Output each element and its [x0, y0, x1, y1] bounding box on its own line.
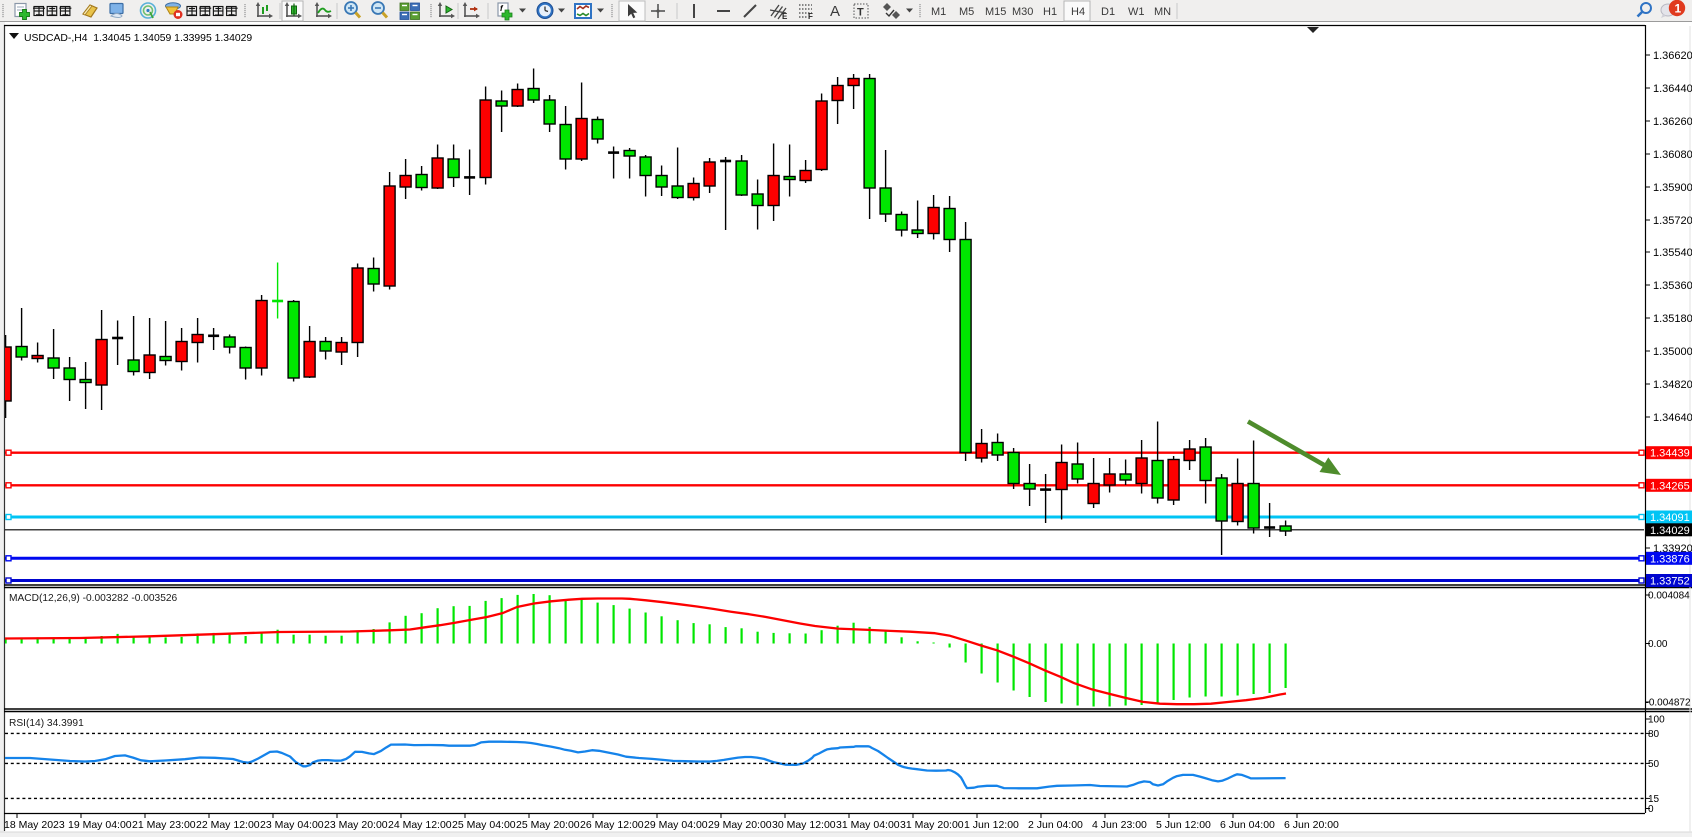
svg-text:M5: M5	[959, 6, 974, 18]
svg-text:1.34091: 1.34091	[1650, 512, 1690, 524]
svg-text:26 May 12:00: 26 May 12:00	[580, 819, 644, 831]
svg-text:W1: W1	[1128, 6, 1145, 18]
svg-text:1.35720: 1.35720	[1653, 215, 1692, 227]
svg-text:4 Jun 23:00: 4 Jun 23:00	[1092, 819, 1147, 831]
svg-text:1.34029: 1.34029	[1650, 525, 1690, 537]
svg-text:f: f	[500, 4, 504, 13]
svg-text:25 May 20:00: 25 May 20:00	[516, 819, 580, 831]
svg-text:29 May 20:00: 29 May 20:00	[708, 819, 772, 831]
svg-text:H4: H4	[1071, 6, 1085, 18]
svg-text:1.36620: 1.36620	[1653, 50, 1692, 62]
svg-text:6 Jun 04:00: 6 Jun 04:00	[1220, 819, 1275, 831]
svg-text:5 Jun 12:00: 5 Jun 12:00	[1156, 819, 1211, 831]
svg-text:21 May 23:00: 21 May 23:00	[132, 819, 196, 831]
svg-text:M1: M1	[931, 6, 946, 18]
svg-text:24 May 12:00: 24 May 12:00	[388, 819, 452, 831]
svg-text:1.35180: 1.35180	[1653, 313, 1692, 325]
svg-text:M30: M30	[1012, 6, 1033, 18]
svg-text:31 May 04:00: 31 May 04:00	[836, 819, 900, 831]
svg-text:0.004084: 0.004084	[1648, 591, 1690, 602]
svg-text:23 May 20:00: 23 May 20:00	[324, 819, 388, 831]
svg-text:0.00: 0.00	[1648, 639, 1668, 650]
svg-text:1.35000: 1.35000	[1653, 346, 1692, 358]
svg-text:30 May 12:00: 30 May 12:00	[772, 819, 836, 831]
svg-text:1.36440: 1.36440	[1653, 83, 1692, 95]
svg-text:31 May 20:00: 31 May 20:00	[900, 819, 964, 831]
svg-text:15: 15	[1648, 794, 1660, 805]
svg-text:MACD(12,26,9) -0.003282 -0.003: MACD(12,26,9) -0.003282 -0.003526	[9, 593, 178, 604]
svg-text:18 May 2023: 18 May 2023	[4, 819, 65, 831]
svg-text:1.34439: 1.34439	[1650, 448, 1690, 460]
svg-text:1.34265: 1.34265	[1650, 480, 1690, 492]
svg-text:2 Jun 04:00: 2 Jun 04:00	[1028, 819, 1083, 831]
svg-text:-0.004872: -0.004872	[1646, 698, 1691, 709]
svg-text:25 May 04:00: 25 May 04:00	[452, 819, 516, 831]
svg-text:1.33752: 1.33752	[1650, 576, 1690, 588]
svg-text:23 May 04:00: 23 May 04:00	[260, 819, 324, 831]
svg-text:50: 50	[1648, 759, 1660, 770]
svg-text:19 May 04:00: 19 May 04:00	[68, 819, 132, 831]
svg-text:1.34640: 1.34640	[1653, 412, 1692, 424]
svg-text:1.34820: 1.34820	[1653, 379, 1692, 391]
svg-text:6 Jun 20:00: 6 Jun 20:00	[1284, 819, 1339, 831]
svg-text:A: A	[830, 3, 840, 20]
svg-text:1.36080: 1.36080	[1653, 149, 1692, 161]
svg-text:H1: H1	[1043, 6, 1057, 18]
svg-text:F: F	[808, 12, 813, 21]
svg-text:1: 1	[1675, 2, 1682, 16]
svg-text:M15: M15	[985, 6, 1006, 18]
svg-text:MN: MN	[1154, 6, 1171, 18]
svg-text:E: E	[782, 12, 788, 21]
svg-text:RSI(14) 34.3991: RSI(14) 34.3991	[9, 718, 84, 729]
svg-text:1 Jun 12:00: 1 Jun 12:00	[964, 819, 1019, 831]
svg-text:1.33876: 1.33876	[1650, 553, 1690, 565]
svg-text:80: 80	[1648, 729, 1660, 740]
svg-text:22 May 12:00: 22 May 12:00	[196, 819, 260, 831]
svg-text:D1: D1	[1101, 6, 1115, 18]
svg-text:1.36260: 1.36260	[1653, 116, 1692, 128]
svg-text:29 May 04:00: 29 May 04:00	[644, 819, 708, 831]
svg-text:0: 0	[1648, 804, 1654, 815]
svg-text:1.35360: 1.35360	[1653, 280, 1692, 292]
svg-text:100: 100	[1648, 715, 1665, 726]
svg-text:T: T	[857, 7, 864, 19]
svg-text:USDCAD-,H4 1.34045 1.34059 1.: USDCAD-,H4 1.34045 1.34059 1.33995 1.340…	[24, 33, 252, 44]
svg-text:1.35540: 1.35540	[1653, 247, 1692, 259]
svg-text:1.35900: 1.35900	[1653, 182, 1692, 194]
